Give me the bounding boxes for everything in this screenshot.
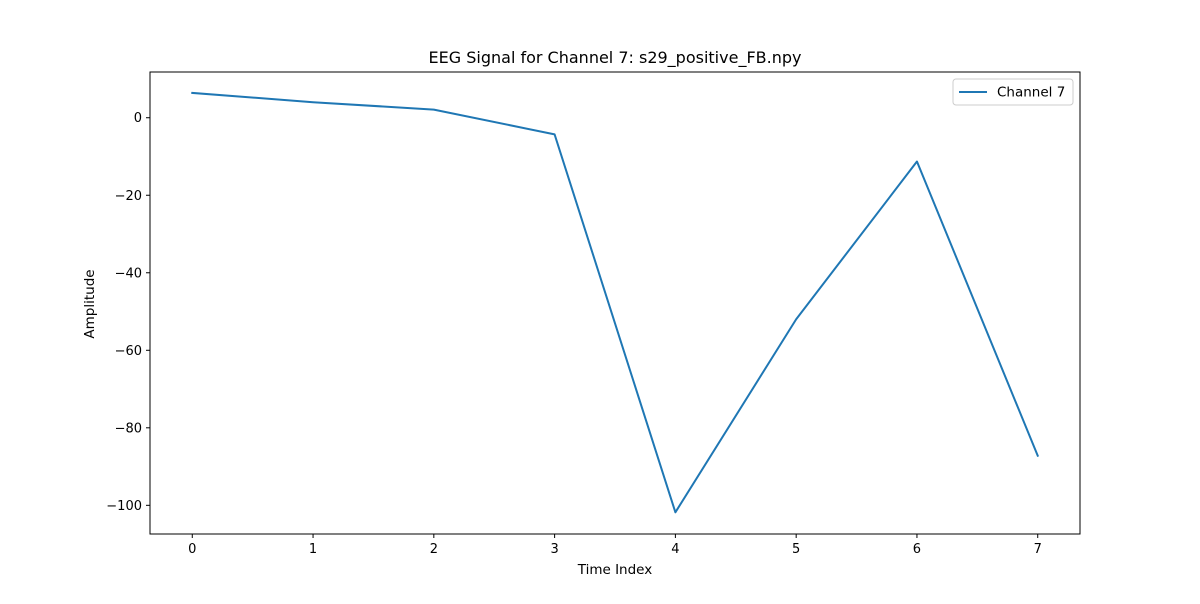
y-tick-label: −40	[115, 266, 142, 281]
y-tick-label: −60	[115, 344, 142, 359]
legend: Channel 7	[952, 78, 1074, 106]
y-tick-label: 0	[134, 111, 142, 126]
x-axis-label: Time Index	[577, 562, 653, 578]
chart-title: EEG Signal for Channel 7: s29_positive_F…	[429, 48, 802, 68]
x-tick-label: 1	[309, 542, 317, 557]
y-axis-label: Amplitude	[82, 269, 98, 338]
x-tick-label: 7	[1034, 542, 1042, 557]
y-axis-ticks: 0 −20 −40 −60 −80 −100	[106, 111, 150, 514]
x-tick-label: 5	[792, 542, 800, 557]
x-tick-label: 4	[671, 542, 679, 557]
x-axis-ticks: 0 1 2 3 4 5 6 7	[188, 534, 1042, 557]
x-tick-label: 2	[430, 542, 438, 557]
x-tick-label: 6	[913, 542, 921, 557]
y-tick-label: −100	[106, 499, 142, 514]
plot-area	[149, 71, 1081, 535]
legend-label-channel-7: Channel 7	[997, 85, 1065, 101]
series-line-channel-7	[191, 91, 1040, 514]
x-tick-label: 0	[188, 542, 196, 557]
plot-frame	[149, 71, 1081, 535]
y-tick-label: −80	[115, 421, 142, 436]
legend-box	[952, 78, 1074, 106]
x-tick-label: 3	[550, 542, 558, 557]
y-tick-label: −20	[115, 189, 142, 204]
